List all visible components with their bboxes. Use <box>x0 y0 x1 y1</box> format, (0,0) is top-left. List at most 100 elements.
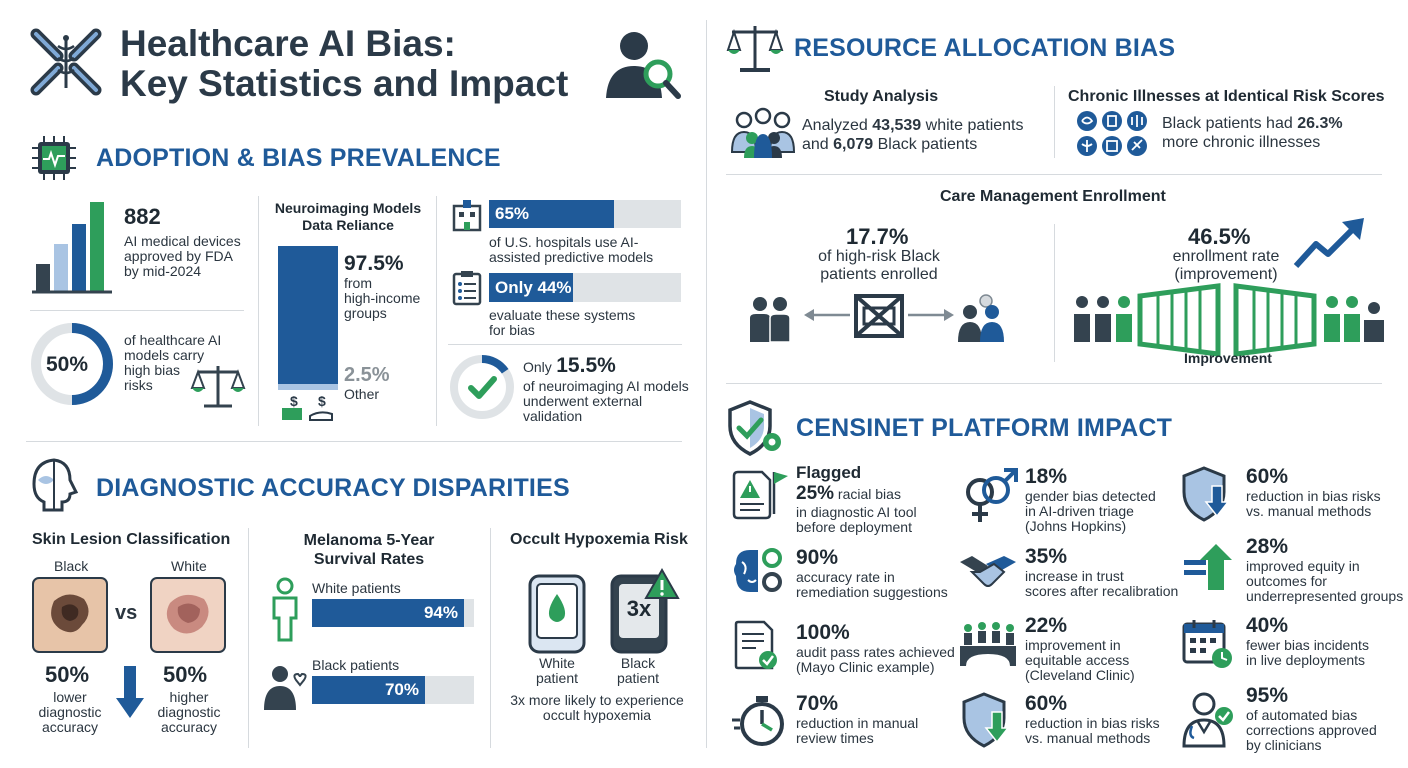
section-divider <box>726 383 1382 384</box>
pulse-oximeter-black-icon <box>610 567 680 654</box>
arrow-down-icon <box>116 666 144 718</box>
stopwatch-icon <box>732 696 784 746</box>
face-profile-icon <box>32 458 79 512</box>
divider <box>448 344 682 345</box>
skin-vs: vs <box>115 602 138 624</box>
open-gate-icon <box>1137 283 1317 357</box>
impact-item-11: 60% reduction in bias risks vs. manual m… <box>1025 692 1160 746</box>
main-column-divider <box>706 20 707 748</box>
shield-down-arrow-icon <box>962 692 1010 748</box>
fda-value: 882 <box>124 204 161 229</box>
enrollment-left-text: of high-risk Black patients enrolled <box>818 248 940 283</box>
handshake-icon <box>960 556 1016 587</box>
person-heart-icon <box>264 666 307 710</box>
scales-of-justice-icon <box>726 26 784 72</box>
enrollment-right-text: enrollment rate (improvement) <box>1172 248 1280 283</box>
validation-donut <box>450 355 514 419</box>
melanoma-title: Melanoma 5-Year Survival Rates <box>303 532 435 568</box>
title-line-2: Key Statistics and Impact <box>120 63 569 104</box>
evaluate-bar: Only 44% <box>489 273 573 302</box>
hypoxemia-badge: 3x <box>626 596 652 621</box>
skin-white-value: 50% <box>163 662 208 687</box>
study-title: Study Analysis <box>824 88 939 105</box>
skin-black-value: 50% <box>45 662 90 687</box>
impact-item-8: 22% improvement in equitable access (Cle… <box>1025 614 1135 683</box>
hospitals-bar: 65% <box>489 200 614 228</box>
skin-title: Skin Lesion Classification <box>32 531 231 548</box>
flagged-document-icon <box>732 470 788 520</box>
divider <box>1054 86 1055 158</box>
people-left-group-icon <box>1074 296 1132 342</box>
fda-text: AI medical devices approved by FDA by mi… <box>124 233 241 279</box>
impact-item-3: 60% reduction in bias risks vs. manual m… <box>1246 465 1381 519</box>
hypoxemia-text: 3x more likely to experience occult hypo… <box>510 692 684 723</box>
chip-icon <box>32 136 76 180</box>
enrollment-left-value: 17.7% <box>846 224 909 249</box>
impact-item-12: 95% of automated bias corrections approv… <box>1246 684 1377 753</box>
shield-gear-icon <box>728 400 781 456</box>
neuro-title: Neuroimaging Models Data Reliance <box>274 200 422 233</box>
high-risk-value: 50% <box>46 353 89 376</box>
chronic-text: Black patients had 26.3% more chronic il… <box>1162 115 1343 151</box>
impact-item-5: 35% increase in trust scores after recal… <box>1025 545 1179 599</box>
divider <box>258 196 259 426</box>
hypoxemia-title: Occult Hypoxemia Risk <box>510 531 688 548</box>
arrow-right-icon <box>908 309 954 321</box>
divider <box>436 196 437 426</box>
impact-item-10: 70% reduction in manual review times <box>796 692 919 746</box>
people-group-icon <box>730 107 796 158</box>
skin-black-text: lower diagnostic accuracy <box>38 689 102 735</box>
shield-down-arrow-icon <box>1182 466 1230 522</box>
adoption-section-title: ADOPTION & BIAS PREVALENCE <box>96 144 501 172</box>
title-line-1: Healthcare AI Bias: <box>120 23 456 64</box>
pulse-oximeter-white-icon <box>528 574 586 654</box>
skin-lesion-dark-image <box>32 577 108 653</box>
doctor-check-icon <box>1182 692 1233 748</box>
neuro-other-text: Other <box>344 386 380 402</box>
trend-up-arrow-icon <box>1293 218 1364 269</box>
divider <box>1054 224 1055 362</box>
improvement-label: Improvement <box>1184 350 1272 366</box>
validation-text: of neuroimaging AI models underwent exte… <box>523 378 689 424</box>
bridge-people-icon <box>960 622 1016 666</box>
evaluate-text: evaluate these systems for bias <box>489 307 636 338</box>
censinet-section-title: CENSINET PLATFORM IMPACT <box>796 414 1173 442</box>
arrow-left-icon <box>804 309 850 321</box>
skin-lesion-light-image <box>150 577 226 653</box>
hypoxemia-black-label: Black patient <box>616 655 660 686</box>
brain-gear-icon <box>734 548 782 592</box>
impact-item-9: 40% fewer bias incidents in live deploym… <box>1246 614 1369 668</box>
chronic-title: Chronic Illnesses at Identical Risk Scor… <box>1068 88 1385 105</box>
person-search-icon <box>606 32 681 99</box>
resource-section-title: RESOURCE ALLOCATION BIAS <box>794 34 1176 62</box>
gender-symbols-icon <box>966 468 1018 522</box>
barrier-icon <box>854 294 904 338</box>
melanoma-white-bar: 94% <box>312 599 464 627</box>
neuro-bar <box>278 246 338 390</box>
melanoma-black-bar: 70% <box>312 676 425 704</box>
impact-item-7: 100% audit pass rates achieved (Mayo Cli… <box>796 621 955 675</box>
checklist-icon <box>452 271 482 306</box>
study-text: Analyzed 43,539 white patients and 6,079… <box>802 117 1024 153</box>
skin-white-text: higher diagnostic accuracy <box>157 689 221 735</box>
hypoxemia-white-label: White patient <box>535 655 579 686</box>
caduceus-logo-icon <box>30 28 102 96</box>
melanoma-white-label: White patients <box>312 580 401 596</box>
validation-value: Only 15.5% <box>523 354 616 377</box>
high-risk-donut <box>31 323 113 405</box>
diagnostic-section-title: DIAGNOSTIC ACCURACY DISPARITIES <box>96 474 570 502</box>
divider <box>248 528 249 748</box>
skin-white-label: White <box>171 558 207 574</box>
svg-text:$: $ <box>290 393 298 409</box>
hospital-icon <box>452 200 482 232</box>
high-risk-text: of healthcare AI models carry high bias … <box>124 332 222 393</box>
impact-item-6: 28% improved equity in outcomes for unde… <box>1246 535 1404 604</box>
bar-chart-icon <box>32 202 112 294</box>
neuro-main-value: 97.5% <box>344 252 404 275</box>
page-title: Healthcare AI Bias: Key Statistics and I… <box>120 24 568 104</box>
impact-item-1: Flagged 25% racial bias in diagnostic AI… <box>796 463 917 535</box>
certificate-icon <box>734 620 777 670</box>
money-hand-icon: $ $ <box>282 393 333 421</box>
hospitals-text: of U.S. hospitals use AI- assisted predi… <box>489 234 654 265</box>
people-right-group-icon <box>1324 296 1384 342</box>
